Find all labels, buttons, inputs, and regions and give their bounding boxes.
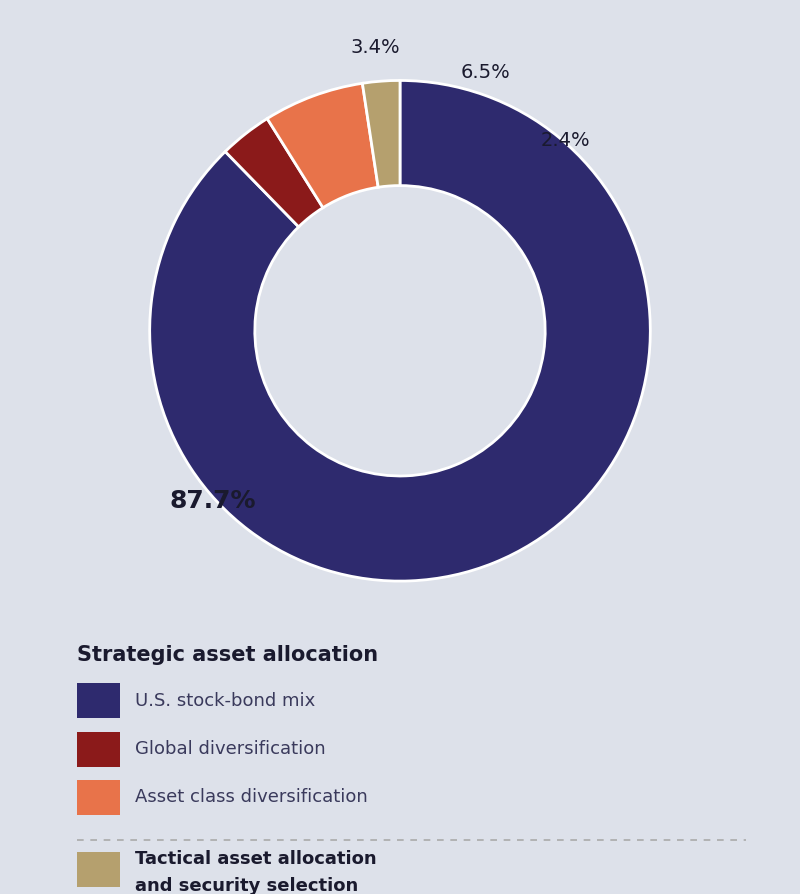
Bar xyxy=(78,780,120,815)
Text: 6.5%: 6.5% xyxy=(460,63,510,82)
Text: Global diversification: Global diversification xyxy=(135,740,326,758)
Circle shape xyxy=(258,188,542,474)
Text: Strategic asset allocation: Strategic asset allocation xyxy=(78,645,378,664)
Bar xyxy=(78,684,120,719)
Wedge shape xyxy=(226,119,323,227)
Text: 3.4%: 3.4% xyxy=(350,38,400,57)
Text: and security selection: and security selection xyxy=(135,877,358,894)
Text: 2.4%: 2.4% xyxy=(540,131,590,150)
Bar xyxy=(78,731,120,766)
Text: Asset class diversification: Asset class diversification xyxy=(135,789,368,806)
Wedge shape xyxy=(150,80,650,581)
Text: U.S. stock-bond mix: U.S. stock-bond mix xyxy=(135,692,315,710)
Text: 87.7%: 87.7% xyxy=(169,489,255,513)
Wedge shape xyxy=(362,80,400,187)
Wedge shape xyxy=(267,83,378,207)
Bar xyxy=(78,853,120,887)
Text: Tactical asset allocation: Tactical asset allocation xyxy=(135,850,377,868)
